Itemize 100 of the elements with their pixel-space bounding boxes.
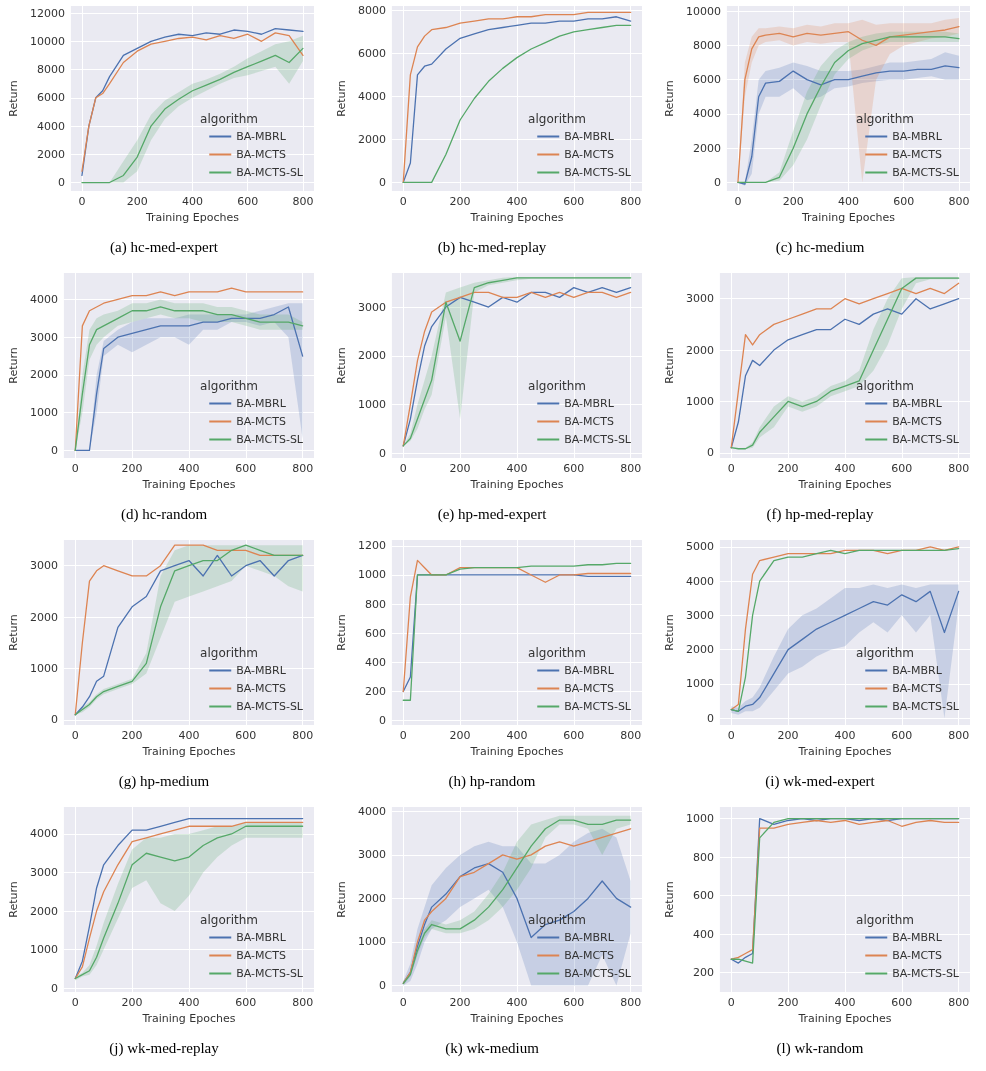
legend-label: BA-MBRL — [236, 664, 287, 677]
x-axis-title: Training Epoches — [469, 477, 564, 491]
x-tick-label: 600 — [235, 462, 257, 475]
x-tick-label: 600 — [237, 195, 259, 208]
text: (i) wk-med-expert — [765, 772, 876, 790]
x-axis-title: Training Epoches — [141, 1011, 236, 1025]
x-tick-label: 400 — [834, 462, 856, 475]
x-tick-label: 0 — [71, 996, 79, 1009]
x-tick-label: 600 — [563, 729, 585, 742]
text: (l) wk-random — [776, 1039, 864, 1057]
x-tick-label: 800 — [948, 996, 970, 1009]
x-tick-label: 200 — [121, 996, 143, 1009]
y-tick-label: 0 — [378, 978, 386, 992]
legend-title: algorithm — [200, 379, 259, 393]
y-tick-label: 2000 — [357, 132, 386, 146]
x-tick-label: 0 — [727, 996, 735, 1009]
legend-title: algorithm — [856, 379, 915, 393]
text: (k) wk-medium — [445, 1039, 540, 1057]
x-tick-label: 400 — [178, 996, 200, 1009]
x-tick-label: 800 — [292, 996, 314, 1009]
y-tick-label: 4000 — [29, 827, 58, 841]
legend-label: BA-MCTS — [236, 682, 286, 695]
y-tick-label: 0 — [706, 711, 714, 725]
legend-label: BA-MCTS-SL — [892, 166, 960, 179]
y-tick-label: 600 — [692, 889, 714, 903]
x-tick-label: 600 — [893, 195, 915, 208]
y-tick-label: 4000 — [685, 574, 714, 588]
legend-label: BA-MCTS — [892, 148, 942, 161]
y-tick-label: 0 — [50, 443, 58, 457]
legend-title: algorithm — [528, 112, 587, 126]
x-tick-label: 600 — [563, 996, 585, 1009]
x-tick-label: 200 — [777, 729, 799, 742]
legend-label: BA-MCTS — [564, 682, 614, 695]
y-tick-label: 1000 — [29, 406, 58, 420]
y-tick-label: 800 — [692, 850, 714, 864]
x-tick-label: 600 — [891, 462, 913, 475]
text: (e) hp-med-expert — [437, 505, 548, 523]
y-tick-label: 0 — [713, 175, 721, 189]
y-axis-title: Return — [663, 881, 676, 918]
legend-title: algorithm — [856, 913, 915, 927]
y-tick-label: 400 — [364, 655, 386, 669]
y-tick-label: 1000 — [29, 661, 58, 675]
y-tick-label: 600 — [364, 626, 386, 640]
x-tick-label: 800 — [620, 729, 642, 742]
y-axis-title: Return — [663, 80, 676, 117]
y-tick-label: 3000 — [685, 608, 714, 622]
legend-label: BA-MCTS-SL — [564, 433, 632, 446]
y-axis-title: Return — [335, 347, 348, 384]
y-tick-label: 200 — [692, 966, 714, 980]
x-axis-title: Training Epoches — [797, 744, 892, 758]
x-tick-label: 400 — [834, 729, 856, 742]
legend-label: BA-MBRL — [564, 664, 615, 677]
y-tick-label: 3000 — [29, 330, 58, 344]
x-tick-label: 0 — [71, 729, 79, 742]
x-axis-title: Training Epoches — [144, 210, 240, 224]
y-tick-label: 1000 — [29, 943, 58, 957]
legend-label: BA-MBRL — [564, 931, 615, 944]
x-tick-label: 0 — [78, 195, 86, 208]
legend-title: algorithm — [200, 646, 259, 660]
x-tick-label: 800 — [292, 729, 314, 742]
y-tick-label: 8000 — [36, 63, 65, 77]
text: (c) hc-medium — [775, 238, 865, 256]
x-tick-label: 400 — [834, 996, 856, 1009]
x-tick-label: 400 — [178, 462, 200, 475]
x-tick-label: 0 — [71, 462, 79, 475]
y-axis-title: Return — [7, 881, 20, 918]
text: (j) wk-med-replay — [109, 1039, 220, 1057]
y-tick-label: 4000 — [29, 292, 58, 306]
x-tick-label: 400 — [178, 729, 200, 742]
legend-label: BA-MCTS-SL — [236, 967, 304, 980]
x-tick-label: 800 — [948, 195, 970, 208]
legend-label: BA-MCTS — [564, 415, 614, 428]
legend-title: algorithm — [856, 112, 915, 126]
legend-label: BA-MCTS — [892, 415, 942, 428]
x-tick-label: 600 — [891, 729, 913, 742]
y-tick-label: 4000 — [36, 119, 65, 133]
legend-label: BA-MBRL — [892, 397, 943, 410]
y-tick-label: 1000 — [685, 677, 714, 691]
x-tick-label: 200 — [782, 195, 804, 208]
x-tick-label: 800 — [948, 729, 970, 742]
x-tick-label: 200 — [449, 729, 471, 742]
y-axis-title: Return — [663, 347, 676, 384]
y-tick-label: 1000 — [685, 812, 714, 826]
legend-label: BA-MCTS-SL — [564, 166, 632, 179]
y-tick-label: 8000 — [692, 38, 721, 52]
y-tick-label: 800 — [364, 597, 386, 611]
legend-label: BA-MBRL — [892, 664, 943, 677]
x-axis-title: Training Epoches — [797, 1011, 892, 1025]
legend-label: BA-MBRL — [236, 130, 287, 143]
y-tick-label: 2000 — [692, 141, 721, 155]
legend-label: BA-MCTS-SL — [892, 433, 960, 446]
legend-label: BA-MCTS — [236, 148, 286, 161]
y-tick-label: 2000 — [29, 904, 58, 918]
y-tick-label: 3000 — [29, 866, 58, 880]
y-tick-label: 3000 — [357, 848, 386, 862]
y-tick-label: 1000 — [357, 935, 386, 949]
y-tick-label: 2000 — [29, 610, 58, 624]
legend-title: algorithm — [856, 646, 915, 660]
x-tick-label: 800 — [292, 462, 314, 475]
x-tick-label: 600 — [235, 996, 257, 1009]
